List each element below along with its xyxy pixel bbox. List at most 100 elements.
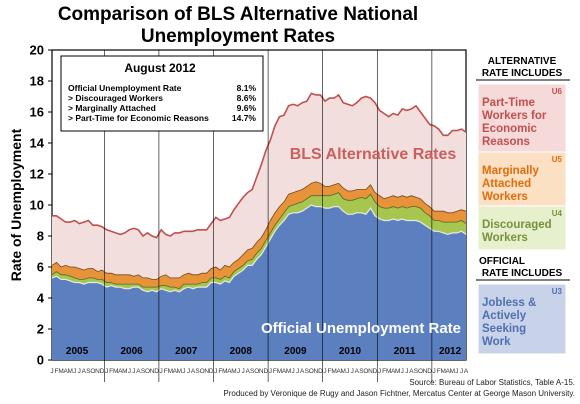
box-title: August 2012 — [124, 61, 196, 75]
box-row-label: > Marginally Attached — [68, 103, 156, 113]
box-row-label: > Discouraged Workers — [68, 93, 163, 103]
legend-text-line: Workers — [482, 232, 528, 244]
y-tick-label: 18 — [30, 74, 44, 89]
month-label: S — [195, 368, 200, 375]
legend-text-line: Seeking — [482, 323, 526, 335]
month-label: S — [359, 368, 364, 375]
month-label: F — [437, 368, 441, 375]
month-label: M — [386, 368, 391, 375]
month-label: A — [63, 368, 68, 375]
legend-text-line: Workers — [482, 191, 528, 203]
month-label: J — [73, 368, 76, 375]
month-label: O — [254, 368, 259, 375]
month-label: A — [227, 368, 232, 375]
area-u3 — [52, 205, 466, 360]
month-label: M — [450, 368, 455, 375]
month-label: J — [378, 368, 381, 375]
legend-code: U4 — [552, 209, 563, 218]
month-label: J — [214, 368, 217, 375]
legend-box-u4 — [477, 205, 567, 251]
legend-text-line: Reasons — [482, 136, 530, 148]
month-label: J — [187, 368, 190, 375]
legend-text-line: Part-Time — [482, 97, 535, 109]
box-row-value: 8.1% — [237, 83, 257, 93]
month-label: J — [405, 368, 408, 375]
legend-code: U5 — [552, 155, 563, 164]
year-label: 2005 — [66, 346, 89, 357]
y-tick-label: 20 — [30, 43, 44, 58]
month-label: J — [128, 368, 131, 375]
month-label: O — [90, 368, 95, 375]
month-label: N — [423, 368, 428, 375]
month-label: M — [222, 368, 227, 375]
month-label: A — [391, 368, 396, 375]
month-label: F — [382, 368, 386, 375]
month-label: D — [318, 368, 323, 375]
month-label: O — [200, 368, 205, 375]
box-row-value: 9.6% — [237, 103, 257, 113]
month-label: J — [460, 368, 463, 375]
month-label: M — [277, 368, 282, 375]
year-label: 2010 — [339, 346, 362, 357]
month-label: D — [373, 368, 378, 375]
line-u4 — [51, 192, 467, 290]
month-label: J — [237, 368, 240, 375]
month-label: N — [259, 368, 264, 375]
box-row-value: 14.7% — [232, 113, 257, 123]
month-label: A — [355, 368, 360, 375]
month-label: A — [300, 368, 305, 375]
month-label: J — [346, 368, 349, 375]
month-label: J — [269, 368, 272, 375]
legend-text-line: Economic — [482, 123, 538, 135]
legend-code: U3 — [552, 287, 563, 296]
month-label: O — [145, 368, 150, 375]
legend-box-u5 — [477, 151, 567, 209]
year-label: 2006 — [120, 346, 143, 357]
line-u5 — [51, 181, 467, 280]
year-label: 2007 — [175, 346, 198, 357]
y-tick-label: 12 — [30, 167, 44, 182]
legend-text-line: Workers for — [482, 110, 547, 122]
y-axis-ticks: 0 2 4 6 8 10 12 14 16 18 20 — [30, 43, 52, 368]
year-label: 2009 — [284, 346, 307, 357]
month-label: J — [132, 368, 135, 375]
month-label: M — [58, 368, 63, 375]
legend-box-u6 — [477, 83, 567, 155]
month-label: F — [328, 368, 332, 375]
official-heading-2: RATE INCLUDES — [482, 268, 563, 279]
box-row-label: > Part-Time for Economic Reasons — [68, 113, 209, 123]
month-label: M — [177, 368, 182, 375]
month-label: J — [182, 368, 185, 375]
month-label: S — [141, 368, 146, 375]
month-label: J — [50, 368, 53, 375]
alternative-heading-2: RATE INCLUDES — [482, 68, 563, 79]
year-label: 2011 — [394, 346, 416, 357]
y-tick-label: 10 — [30, 198, 44, 213]
month-label: J — [351, 368, 354, 375]
legend-text-line: Work — [482, 336, 511, 348]
area-u4 — [52, 192, 466, 292]
chart-title-line-1: Comparison of BLS Alternative National — [58, 4, 418, 25]
u3-area-label: Official Unemployment Rate — [261, 320, 461, 337]
y-tick-label: 14 — [30, 136, 45, 151]
month-label: M — [67, 368, 72, 375]
month-label: J — [105, 368, 108, 375]
month-label: A — [464, 368, 469, 375]
official-heading: OFFICIAL — [479, 256, 525, 267]
month-label: F — [273, 368, 277, 375]
month-label: J — [291, 368, 294, 375]
month-label: A — [173, 368, 178, 375]
month-label: J — [401, 368, 404, 375]
month-label: A — [446, 368, 451, 375]
month-label: D — [100, 368, 105, 375]
month-label: M — [113, 368, 118, 375]
month-label: M — [340, 368, 345, 375]
month-label: D — [263, 368, 268, 375]
month-label: M — [441, 368, 446, 375]
august-2012-box: August 2012 Official Unemployment Rate 8.… — [60, 55, 264, 132]
y-tick-label: 4 — [37, 291, 45, 306]
box-row-value: 8.6% — [237, 93, 257, 103]
month-label: J — [455, 368, 458, 375]
